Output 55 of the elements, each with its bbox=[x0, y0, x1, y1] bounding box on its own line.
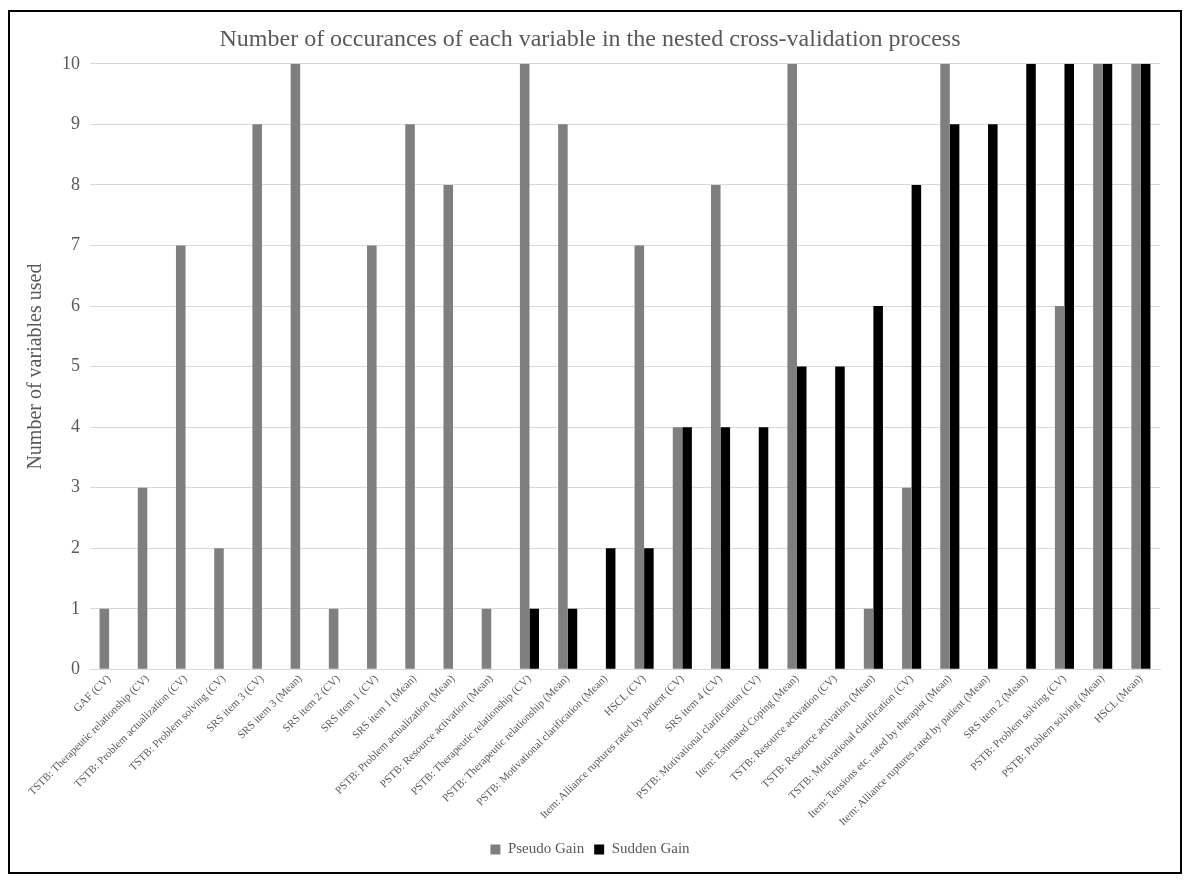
bar bbox=[720, 427, 731, 669]
bar bbox=[567, 608, 578, 669]
bar bbox=[710, 184, 721, 669]
y-tick-label: 3 bbox=[71, 476, 80, 497]
bar bbox=[787, 63, 797, 669]
bar bbox=[214, 548, 224, 669]
y-tick-label: 8 bbox=[71, 173, 80, 194]
bar bbox=[863, 608, 874, 669]
y-tick-label: 2 bbox=[71, 536, 80, 557]
bar bbox=[328, 608, 339, 669]
bar bbox=[682, 427, 692, 669]
legend-label: Pseudo Gain bbox=[507, 840, 585, 857]
bar bbox=[1093, 63, 1103, 669]
y-tick-label: 10 bbox=[62, 52, 80, 73]
y-tick-label: 0 bbox=[71, 658, 80, 679]
bar bbox=[634, 245, 645, 669]
bar bbox=[949, 124, 960, 669]
y-tick-label: 7 bbox=[71, 234, 80, 255]
bar bbox=[367, 245, 377, 669]
bar bbox=[911, 184, 922, 669]
bar bbox=[1064, 63, 1075, 669]
bar bbox=[1054, 306, 1065, 669]
bar bbox=[175, 245, 186, 669]
bar bbox=[1102, 63, 1113, 669]
bar bbox=[835, 366, 845, 669]
bar bbox=[1131, 63, 1141, 669]
bar bbox=[644, 548, 654, 669]
bar bbox=[758, 427, 769, 669]
y-tick-label: 4 bbox=[71, 415, 80, 436]
bar bbox=[605, 548, 616, 669]
legend-label: Sudden Gain bbox=[611, 840, 691, 857]
bar bbox=[1026, 63, 1036, 669]
y-tick-label: 9 bbox=[71, 113, 80, 134]
bar bbox=[940, 63, 950, 669]
bar bbox=[1140, 63, 1151, 669]
bar bbox=[558, 124, 568, 669]
bar bbox=[252, 124, 262, 669]
bar bbox=[988, 124, 998, 669]
y-axis-title: Number of variables used bbox=[23, 263, 46, 470]
bar bbox=[519, 63, 530, 669]
y-tick-label: 6 bbox=[71, 294, 80, 315]
bar bbox=[443, 184, 454, 669]
bar bbox=[405, 124, 415, 669]
bar bbox=[481, 608, 492, 669]
bar bbox=[290, 63, 301, 669]
chart-title: Number of occurances of each variable in the nested cross-validation process bbox=[219, 24, 961, 51]
bar bbox=[796, 366, 807, 669]
bar bbox=[902, 487, 912, 669]
y-tick-label: 5 bbox=[71, 355, 80, 376]
bar bbox=[672, 427, 683, 669]
y-tick-label: 1 bbox=[71, 597, 80, 618]
bar bbox=[873, 306, 883, 669]
bar bbox=[99, 608, 110, 669]
bar bbox=[529, 608, 540, 669]
bar bbox=[137, 487, 148, 669]
